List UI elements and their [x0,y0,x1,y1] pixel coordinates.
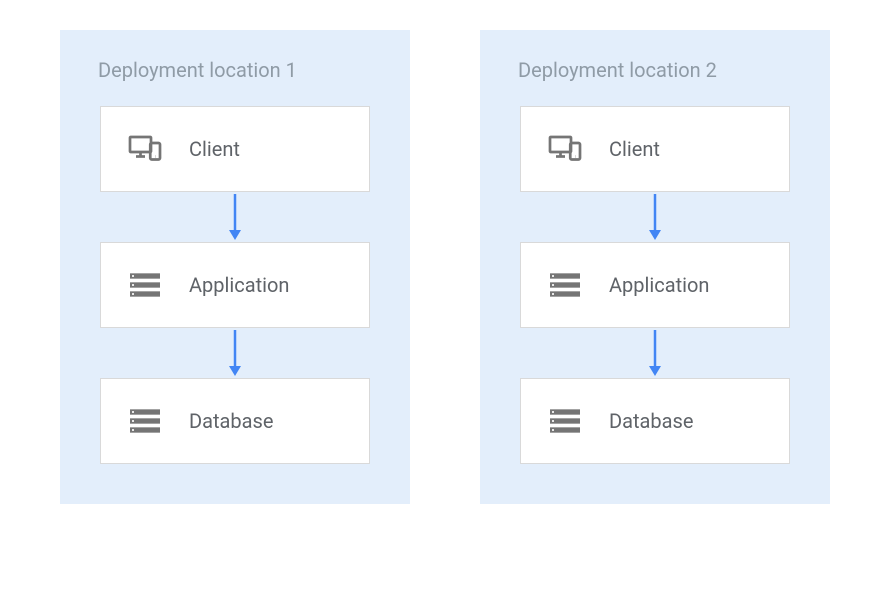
panel-2-title: Deployment location 2 [518,58,717,82]
application-node: Application [100,242,370,328]
panel-1-title: Deployment location 1 [98,58,297,82]
devices-icon [543,127,587,171]
deployment-panel-1: Deployment location 1 Client [60,30,410,504]
database-node: Database [520,378,790,464]
client-label: Client [609,137,660,161]
server-icon [123,263,167,307]
application-label: Application [609,273,709,297]
server-icon [123,399,167,443]
deployment-panel-2: Deployment location 2 Client [480,30,830,504]
arrow-2 [645,328,665,378]
server-icon [543,263,587,307]
arrow-1 [645,192,665,242]
server-icon [543,399,587,443]
application-label: Application [189,273,289,297]
application-node: Application [520,242,790,328]
database-label: Database [189,409,273,433]
arrow-1 [225,192,245,242]
client-node: Client [520,106,790,192]
database-label: Database [609,409,693,433]
devices-icon [123,127,167,171]
database-node: Database [100,378,370,464]
arrow-2 [225,328,245,378]
client-label: Client [189,137,240,161]
client-node: Client [100,106,370,192]
